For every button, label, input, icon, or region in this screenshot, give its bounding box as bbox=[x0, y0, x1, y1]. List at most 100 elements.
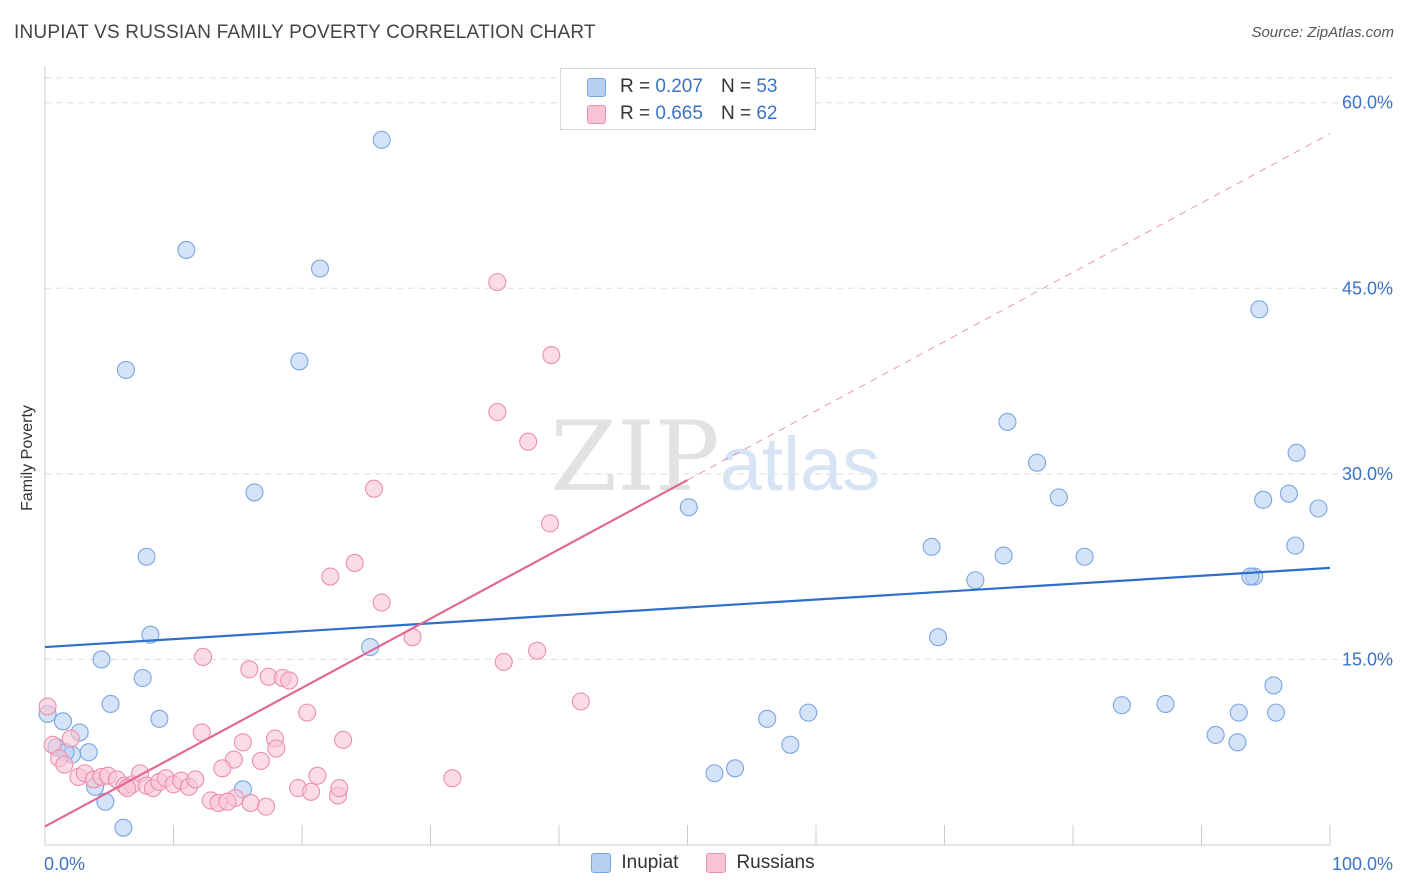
inupiat-point bbox=[1254, 490, 1273, 509]
inupiat-point bbox=[1241, 567, 1260, 586]
russians-point bbox=[233, 733, 252, 752]
chart-title: INUPIAT VS RUSSIAN FAMILY POVERTY CORREL… bbox=[14, 22, 596, 43]
russians-point bbox=[55, 755, 74, 774]
inupiat-point bbox=[1309, 499, 1328, 518]
inupiat-point bbox=[1228, 733, 1247, 752]
legend-r-label-inupiat: R = bbox=[620, 76, 651, 97]
russians-point bbox=[186, 770, 205, 789]
legend-n-label-inupiat: N = bbox=[720, 76, 752, 97]
russians-point bbox=[38, 697, 57, 716]
russians-point bbox=[241, 793, 260, 812]
russians-point bbox=[251, 751, 270, 770]
inupiat-point bbox=[114, 818, 133, 837]
legend-r-value-russians: 0.665 bbox=[655, 103, 703, 124]
inupiat-point bbox=[1027, 453, 1047, 472]
inupiat-point bbox=[1049, 488, 1068, 507]
legend-label-russians: Russians bbox=[736, 852, 815, 873]
russians-point bbox=[218, 792, 237, 811]
inupiat-point bbox=[758, 709, 777, 728]
russians-point bbox=[372, 593, 391, 612]
russians-point bbox=[330, 779, 349, 798]
inupiat-point bbox=[96, 792, 115, 811]
russians-point bbox=[267, 739, 286, 758]
russians-point bbox=[61, 729, 80, 748]
russians-point bbox=[321, 567, 340, 586]
russians-trend-line bbox=[44, 479, 689, 828]
correlation-legend: R = 0.207 N = 53 R = 0.665 N = 62 bbox=[560, 68, 816, 130]
y-tick-label: 60.0% bbox=[1342, 93, 1393, 113]
inupiat-trend-line bbox=[44, 566, 1331, 649]
legend-r-label-russians: R = bbox=[620, 103, 651, 124]
russians-point bbox=[488, 402, 507, 422]
inupiat-point bbox=[1286, 536, 1305, 555]
inupiat-point bbox=[1287, 443, 1306, 462]
russians-point bbox=[519, 432, 538, 451]
legend-item-inupiat[interactable]: Inupiat bbox=[591, 852, 678, 874]
y-tick-label: 30.0% bbox=[1342, 464, 1393, 484]
legend-n-label-russians: N = bbox=[720, 103, 752, 124]
inupiat-point bbox=[137, 547, 156, 566]
legend-row-inupiat: R = 0.207 N = 53 bbox=[587, 74, 777, 100]
inupiat-point bbox=[1279, 484, 1298, 503]
inupiat-point bbox=[929, 628, 948, 647]
russians-point bbox=[528, 641, 547, 660]
inupiat-point bbox=[150, 709, 169, 728]
inupiat-point bbox=[310, 259, 330, 278]
russians-point bbox=[571, 692, 590, 711]
inupiat-point bbox=[141, 625, 160, 644]
watermark-atlas: atlas bbox=[720, 422, 881, 507]
legend-label-inupiat: Inupiat bbox=[621, 852, 679, 873]
x-tick-label: 100.0% bbox=[1332, 854, 1393, 874]
inupiat-point bbox=[1266, 703, 1286, 722]
y-tick-label: 15.0% bbox=[1342, 649, 1393, 669]
inupiat-point bbox=[799, 703, 818, 722]
inupiat-point bbox=[290, 352, 309, 371]
inupiat-point bbox=[966, 571, 985, 590]
inupiat-point bbox=[245, 483, 264, 502]
inupiat-point bbox=[79, 743, 98, 762]
russians-point bbox=[256, 797, 276, 816]
russians-point bbox=[240, 660, 259, 679]
russians-point bbox=[301, 782, 321, 801]
legend-swatch-russians-bottom bbox=[706, 853, 727, 873]
legend-r-value-inupiat: 0.207 bbox=[655, 76, 703, 97]
russians-point bbox=[334, 730, 353, 749]
inupiat-point bbox=[725, 759, 745, 778]
legend-swatch-russians bbox=[587, 104, 606, 124]
inupiat-point bbox=[998, 412, 1017, 431]
inupiat-point bbox=[994, 546, 1013, 565]
russians-point bbox=[443, 769, 462, 788]
russians-point bbox=[542, 346, 561, 365]
russians-point bbox=[540, 514, 560, 533]
legend-n-value-inupiat: 53 bbox=[756, 76, 778, 97]
inupiat-point bbox=[922, 537, 941, 556]
inupiat-point bbox=[53, 712, 73, 731]
trend-lines bbox=[44, 133, 1331, 828]
inupiat-point bbox=[177, 240, 196, 260]
russians-point bbox=[298, 703, 317, 722]
legend-row-russians: R = 0.665 N = 62 bbox=[587, 101, 777, 127]
inupiat-point bbox=[116, 360, 136, 380]
legend-swatch-inupiat-bottom bbox=[591, 853, 612, 873]
watermark: ZIP atlas bbox=[550, 401, 880, 513]
legend-item-russians[interactable]: Russians bbox=[706, 852, 815, 874]
russians-point bbox=[308, 766, 327, 785]
legend-swatch-inupiat bbox=[587, 77, 606, 97]
inupiat-point bbox=[705, 764, 724, 783]
watermark-zip: ZIP bbox=[550, 401, 719, 513]
inupiat-point bbox=[1264, 676, 1283, 695]
inupiat-point bbox=[679, 498, 698, 517]
inupiat-point bbox=[92, 650, 111, 669]
series-legend: Inupiat Russians bbox=[0, 852, 1406, 874]
inupiat-point bbox=[1075, 547, 1094, 566]
inupiat-point bbox=[1156, 694, 1175, 714]
russians-point bbox=[488, 273, 507, 292]
legend-n-value-russians: 62 bbox=[756, 103, 778, 124]
inupiat-point bbox=[372, 130, 391, 149]
inupiat-point bbox=[1206, 725, 1225, 744]
russians-point bbox=[494, 652, 513, 671]
inupiat-point bbox=[1112, 696, 1131, 715]
russians-point bbox=[280, 671, 299, 690]
inupiat-point bbox=[1229, 703, 1248, 722]
